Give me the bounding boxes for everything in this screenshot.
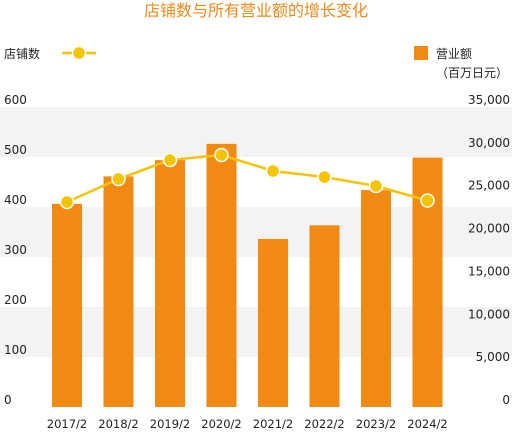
right-tick-label: 35,000 [468,93,510,107]
bar [258,239,288,407]
right-tick-label: 10,000 [468,307,510,321]
x-tick-label: 2018/2 [98,417,138,431]
right-tick-label: 15,000 [468,264,510,278]
right-tick-label: 20,000 [468,222,510,236]
line-path [66,153,428,204]
bar [52,203,82,407]
line-point [265,163,281,179]
band [0,107,512,157]
left-tick-label: 400 [4,193,27,207]
left-tick-label: 300 [4,243,27,257]
line-point [214,147,229,163]
x-tick-label: 2023/2 [356,417,396,431]
bar [155,160,185,407]
left-tick-label: 0 [4,393,12,407]
left-tick-label: 200 [4,293,27,307]
legend-left-label: 店铺数 [4,47,41,61]
axes: 0 100 200 300 400 500 600 0 5,000 10,000 15,000 20,… [4,93,510,431]
right-tick-label: 30,000 [468,136,510,150]
x-tick-label: 2024/2 [407,417,447,431]
right-tick-label: 25,000 [468,179,510,193]
legend-right-unit: （百万日元） [436,66,509,80]
left-tick-label: 600 [4,93,27,107]
line-point [59,194,75,210]
line-point [162,152,178,168]
x-tick-label: 2017/2 [47,417,87,431]
line-point [317,169,332,185]
x-tick-label: 2020/2 [201,417,241,431]
right-tick-label: 0 [502,393,510,407]
x-tick-label: 2021/2 [253,417,293,431]
x-tick-label: 2019/2 [150,417,190,431]
legend-point [71,45,87,61]
bar [103,176,134,407]
right-tick-label: 5,000 [476,350,510,364]
bar [206,143,237,407]
bar [309,225,340,407]
line-point [368,178,384,194]
legend-bar-swatch [414,46,428,60]
x-tick-label: 2022/2 [304,417,344,431]
line-point [420,193,435,208]
chart-title: 店铺数与所有营业额的增长变化 [143,1,368,20]
bar [361,190,391,407]
line-series [59,147,435,210]
line-point [111,171,126,187]
left-tick-label: 500 [4,143,27,157]
legend-marks [62,45,428,61]
left-tick-label: 100 [4,343,27,357]
legend-right-label: 营业额 [436,47,473,61]
